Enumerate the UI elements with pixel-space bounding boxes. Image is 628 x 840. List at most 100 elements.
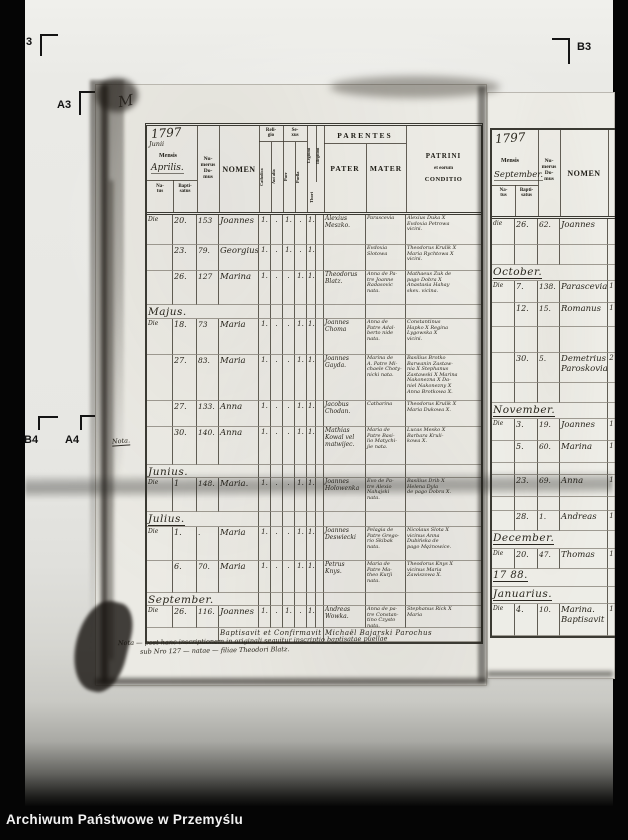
name-cell: Demetrius Paroskovia — [560, 353, 608, 383]
crop-mark-label-a3: A3 — [57, 99, 72, 111]
record-row: Die 7. 138. Parascevia 1 — [492, 281, 615, 303]
legitimi-mark-cell: 1. — [307, 271, 316, 305]
rule — [406, 126, 407, 212]
illegitimi-mark-cell — [316, 319, 324, 355]
natus-die-cell — [492, 441, 515, 463]
name-cell: Joannes — [560, 419, 608, 441]
rule — [324, 126, 325, 212]
legitimi-mark-cell: 1. — [307, 401, 316, 427]
baptism-day-cell: 7. — [515, 281, 538, 303]
mater-cell: Anna de pa- tre Constan- tino Czysto nat… — [366, 606, 406, 628]
archive-caption: Archiwum Państwowe w Przemyślu — [6, 812, 244, 827]
catholica-mark-cell: 1. — [259, 355, 271, 401]
pater-cell: Alexius Meszko. — [324, 215, 366, 245]
illegitimi-mark-cell — [316, 606, 324, 628]
empty-cell — [608, 569, 615, 587]
house-number-cell: 10. — [538, 604, 560, 636]
baptism-day-cell: 26. — [173, 606, 197, 628]
house-number-cell: 1. — [538, 511, 560, 531]
mater-cell: Marina de A. Patre Mi- chaele Choty- nic… — [366, 355, 406, 401]
blank-row — [492, 245, 615, 265]
col-numerus-domus: Nu- merus Do- mus — [541, 158, 557, 182]
empty-cell — [515, 497, 538, 511]
empty-cell — [538, 327, 560, 353]
house-number-cell: 15. — [538, 303, 560, 327]
crop-mark — [40, 34, 58, 56]
rule — [316, 126, 317, 182]
catholica-mark-cell: 1. — [259, 271, 271, 305]
right-register-table: 1797 Mensis September. Na- tus Bapti- sa… — [490, 128, 615, 638]
rule — [366, 144, 367, 212]
rule — [515, 185, 516, 216]
mater-cell: Parascevia — [366, 215, 406, 245]
col-numerus-domus: Nu- merus Do- mus — [200, 156, 216, 180]
name-cell: Joannes — [219, 606, 259, 628]
col-pater: PATER — [330, 164, 360, 173]
baptism-day-cell: 23. — [515, 475, 538, 497]
baptism-day-cell: 6. — [173, 561, 197, 593]
empty-cell — [283, 305, 295, 319]
catholica-mark-cell: 1. — [259, 527, 271, 561]
aut-alia-mark-cell: . — [271, 478, 283, 512]
month-section-row: Junius. — [147, 465, 481, 478]
name-cell: Maria — [219, 527, 259, 561]
house-number-cell: . — [197, 527, 219, 561]
mark-cell: 1 — [608, 475, 615, 497]
crop-mark-label-a4: A4 — [65, 434, 80, 446]
pater-cell: Joannes Gayda. — [324, 355, 366, 401]
baptism-day-cell: 18. — [173, 319, 197, 355]
pater-cell: Joannes Choma — [324, 319, 366, 355]
month-value: Aprilis. — [151, 163, 184, 174]
empty-cell — [492, 327, 515, 353]
blank-row — [492, 327, 615, 353]
name-cell: Joannes — [219, 215, 259, 245]
rule — [283, 126, 284, 212]
empty-cell — [259, 305, 271, 319]
puella-mark-cell: 1. — [295, 478, 307, 512]
natus-die-cell: die — [492, 219, 515, 245]
puella-mark-cell: . — [295, 606, 307, 628]
torn-binding-edge — [101, 84, 108, 684]
mater-cell: Pelagia de Patre Grego- rio Skibak nata. — [366, 527, 406, 561]
col-sexus: Se- xus — [291, 128, 299, 138]
illegitimi-mark-cell — [316, 527, 324, 561]
name-cell: Georgius. — [219, 245, 259, 271]
rule — [538, 130, 539, 216]
record-row: 30. 5. Demetrius Paroskovia 2 — [492, 353, 615, 383]
baptism-day-cell: 20. — [173, 215, 197, 245]
month-section-label: November. — [492, 403, 608, 419]
col-religio: Reli- gio — [265, 128, 277, 138]
record-row: Die 1 148. Maria. 1. . . 1. 1. Joannes H… — [147, 478, 481, 512]
col-baptisatus: Bapti- satus — [178, 184, 192, 194]
record-row: Junii 26. 127 Marina 1. . . 1. 1. Theodo… — [147, 140, 481, 305]
col-aut-alia: Aut alia — [271, 169, 276, 185]
month-section-row: December. — [492, 531, 615, 549]
mater-cell: Evdoxia Slotowa — [366, 245, 406, 271]
baptism-day-cell: 30. — [515, 353, 538, 383]
empty-cell — [259, 593, 271, 606]
illegitimi-mark-cell — [316, 561, 324, 593]
puella-mark-cell: . — [295, 245, 307, 271]
mater-cell: Evo de Pa- tre Alexio Nahajski nata. — [366, 478, 406, 512]
month-section-row: October. — [492, 265, 615, 281]
house-number-cell: 83. — [197, 355, 219, 401]
catholica-mark-cell: 1. — [259, 401, 271, 427]
empty-cell — [492, 463, 515, 475]
empty-cell — [608, 265, 615, 281]
name-cell: Thomas — [560, 549, 608, 569]
right-table-header: 1797 Mensis September. Na- tus Bapti- sa… — [492, 130, 615, 219]
col-patrini: PATRINI — [425, 152, 462, 160]
empty-cell — [307, 465, 316, 478]
col-natus: Na- tus — [156, 184, 164, 194]
natus-die-cell — [492, 475, 515, 497]
rule — [295, 142, 296, 212]
baptism-day-cell: 5. — [515, 441, 538, 463]
page-bottom-edge — [95, 678, 487, 685]
pater-cell: Joannes Holowenka — [324, 478, 366, 512]
empty-cell — [307, 512, 316, 527]
aut-alia-mark-cell: . — [271, 215, 283, 245]
name-cell: Marina. Baptisavit — [560, 604, 608, 636]
legitimi-mark-cell: 1. — [307, 606, 316, 628]
empty-cell — [307, 305, 316, 319]
empty-cell — [316, 593, 324, 606]
